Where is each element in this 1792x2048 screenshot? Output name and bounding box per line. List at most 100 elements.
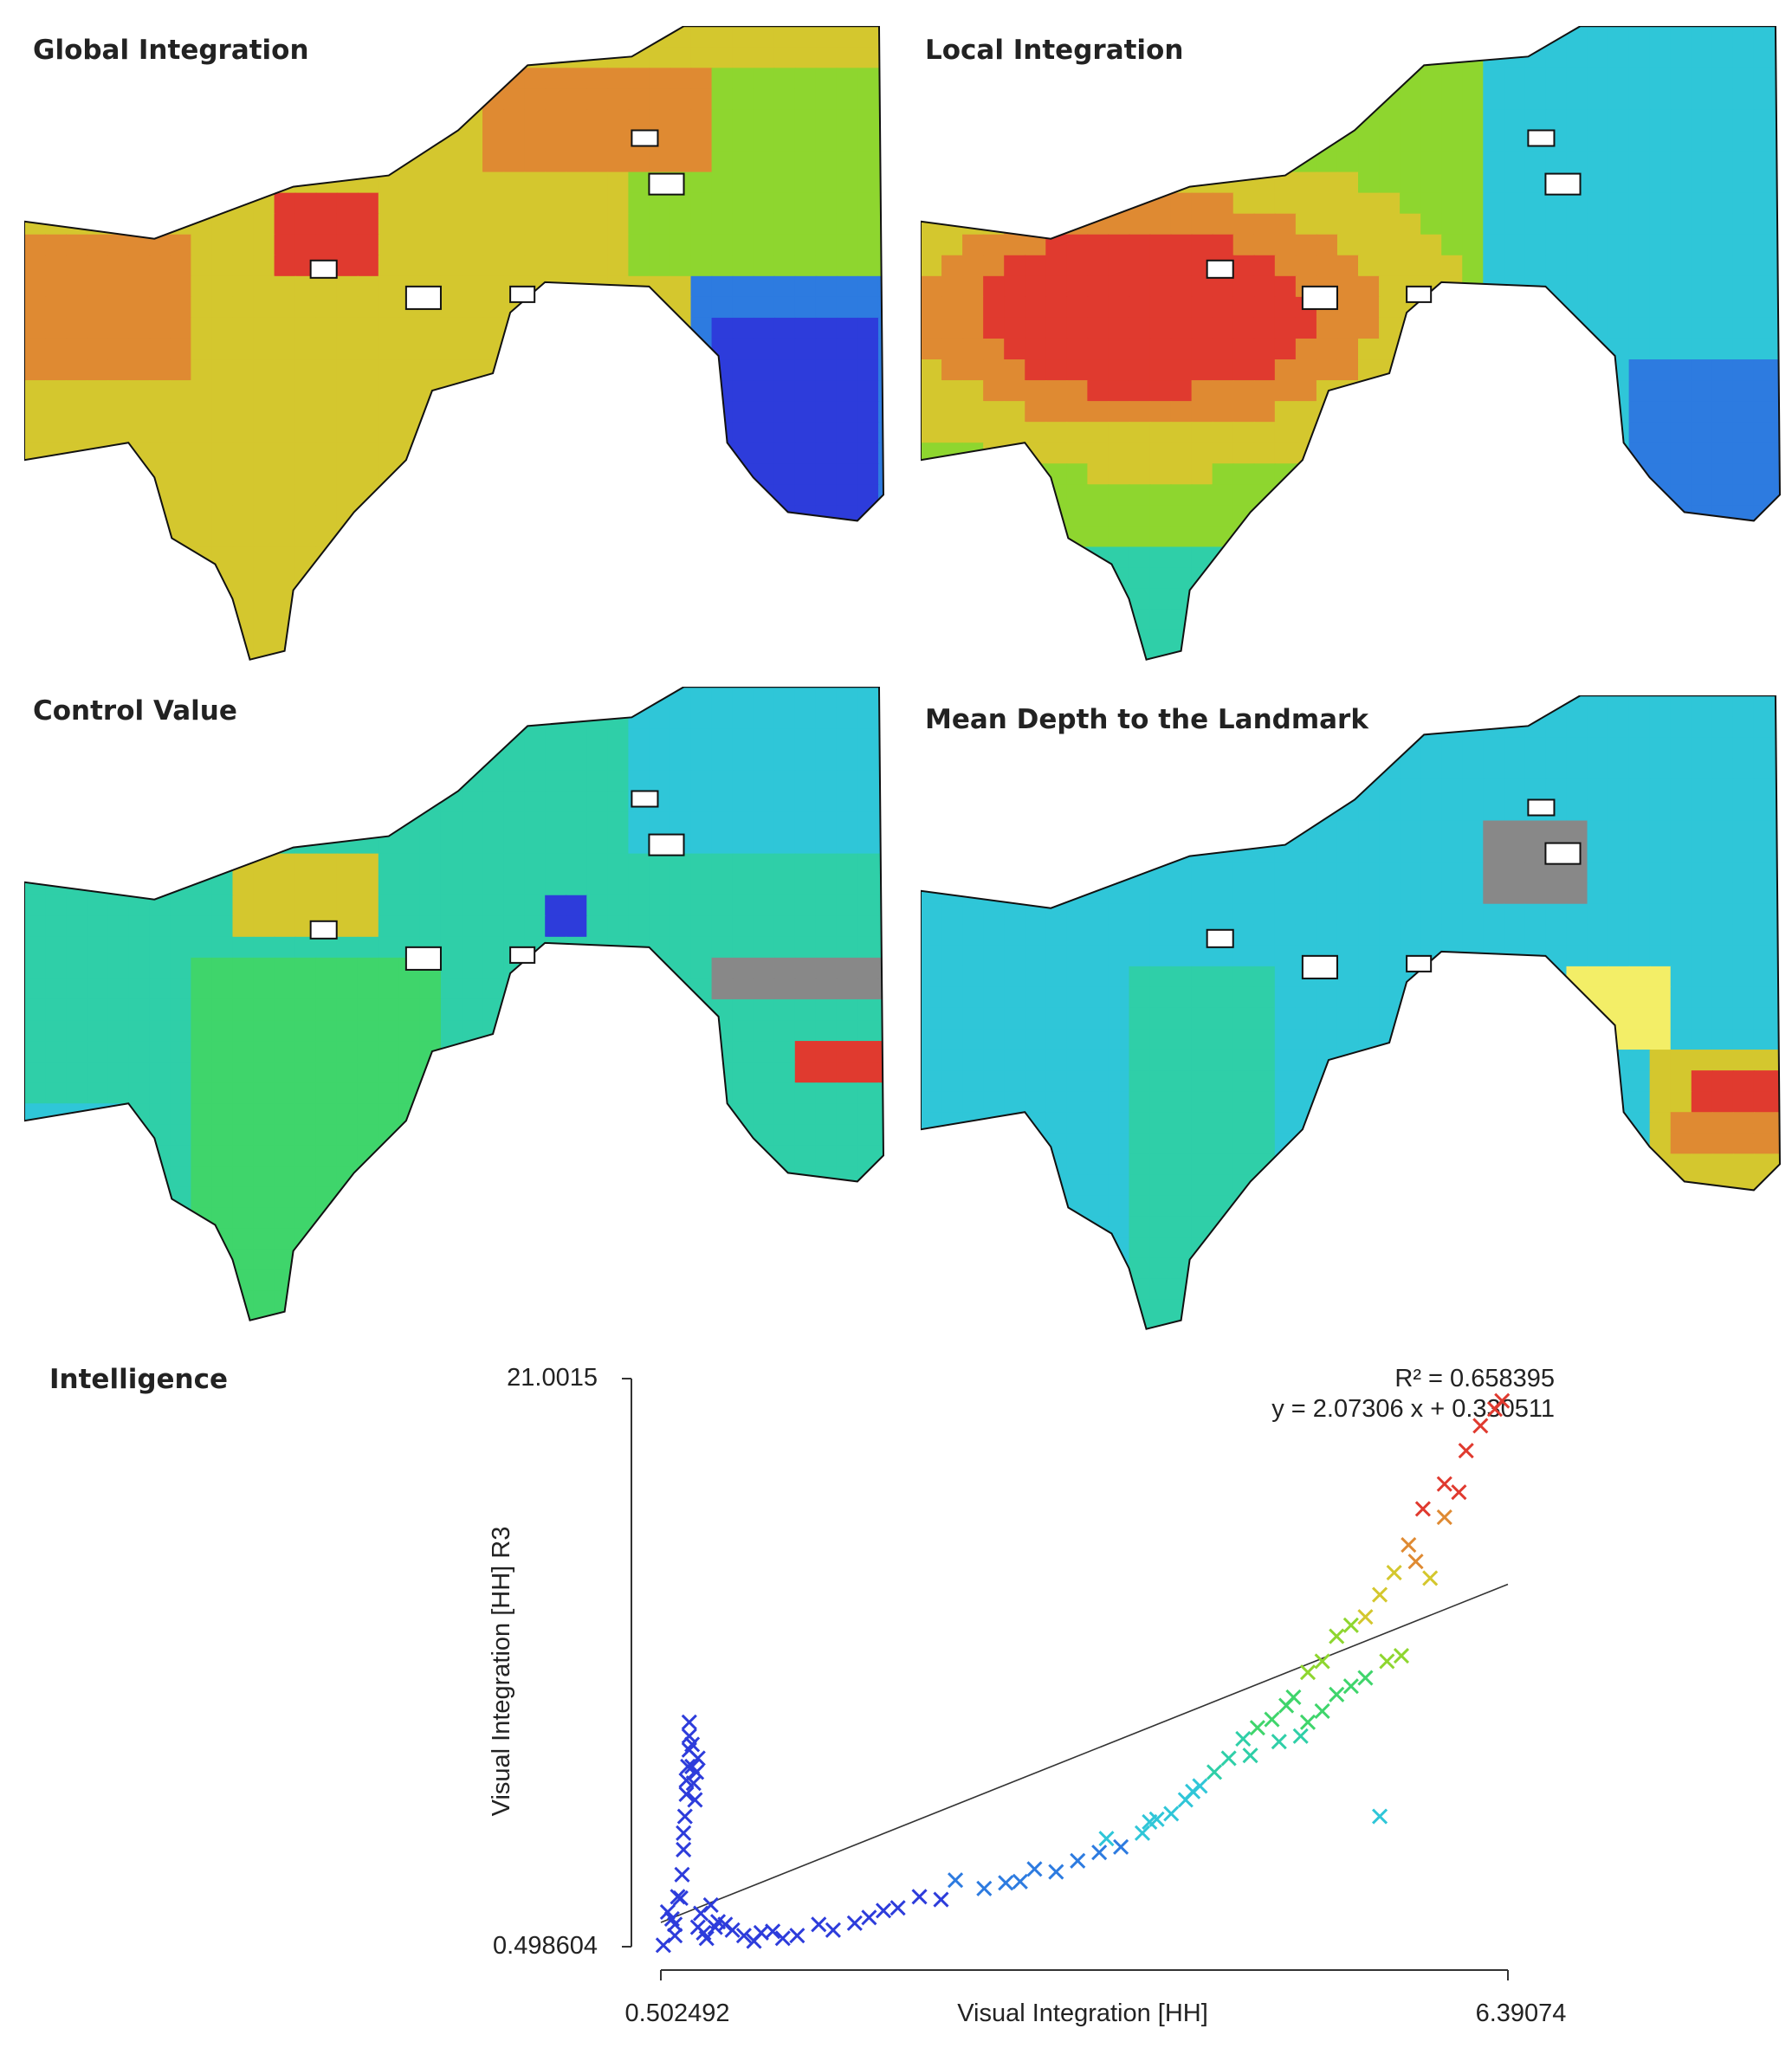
heatmap-cell: [1649, 609, 1672, 631]
heatmap-cell: [128, 1311, 151, 1321]
heatmap-cell: [1336, 1029, 1360, 1051]
heatmap-cell: [1400, 359, 1422, 382]
heatmap-cell: [753, 151, 775, 173]
heatmap-cell: [1336, 88, 1360, 111]
heatmap-cell: [1316, 463, 1338, 486]
heatmap-cell: [128, 728, 151, 751]
heatmap-cell: [628, 1290, 650, 1313]
heatmap-cell: [503, 1290, 526, 1313]
heatmap-cell: [1732, 546, 1755, 569]
heatmap-cell: [1379, 463, 1401, 486]
heatmap-cell: [1233, 672, 1255, 677]
heatmap-cell: [1732, 463, 1755, 486]
heatmap-cell: [1420, 924, 1443, 946]
heatmap-cell: [921, 88, 943, 111]
heatmap-cell: [628, 338, 650, 361]
heatmap-cell: [649, 936, 671, 959]
heatmap-cell: [128, 672, 150, 677]
heatmap-cell: [440, 47, 463, 69]
heatmap-cell: [566, 526, 588, 548]
heatmap-cell: [211, 1124, 234, 1147]
heatmap-cell: [1545, 380, 1568, 403]
heatmap-cell: [191, 171, 213, 194]
heatmap-cell: [1232, 841, 1255, 863]
heatmap-cell: [1483, 758, 1505, 780]
heatmap-cell: [1295, 1112, 1317, 1134]
heatmap-cell: [1462, 1007, 1485, 1030]
heatmap-cell: [1441, 966, 1464, 988]
heatmap-cell: [462, 770, 484, 792]
heatmap-cell: [357, 1041, 379, 1063]
heatmap-cell: [378, 707, 400, 730]
heatmap-cell: [149, 1270, 171, 1292]
heatmap-cell: [398, 1145, 421, 1167]
heatmap-cell: [524, 401, 547, 423]
heatmap-cell: [524, 422, 547, 444]
heatmap-cell: [149, 151, 171, 173]
heatmap-cell: [336, 109, 359, 132]
heatmap-cell: [1253, 47, 1276, 69]
heatmap-cell: [503, 770, 526, 792]
heatmap-cell: [1691, 1070, 1713, 1093]
heatmap-cell: [815, 1145, 838, 1167]
heatmap-cell: [1441, 609, 1464, 631]
heatmap-cell: [211, 1311, 234, 1321]
heatmap-cell: [1066, 650, 1089, 660]
heatmap-cell: [794, 749, 817, 772]
heatmap-cell: [462, 1145, 484, 1167]
heatmap-cell: [941, 820, 964, 843]
heatmap-cell: [1545, 88, 1568, 111]
heatmap-cell: [87, 463, 109, 486]
heatmap-cell: [503, 811, 526, 834]
heatmap-cell: [1587, 1029, 1609, 1051]
heatmap-cell: [586, 1270, 609, 1292]
heatmap-cell: [149, 1290, 171, 1313]
heatmap-cell: [482, 1249, 505, 1271]
heatmap-cell: [107, 26, 130, 48]
heatmap-cell: [170, 998, 192, 1022]
heatmap-cell: [1108, 275, 1130, 298]
heatmap-cell: [1295, 192, 1317, 215]
heatmap-cell: [1753, 903, 1776, 926]
heatmap-cell: [1524, 296, 1547, 319]
heatmap-cell: [191, 317, 213, 339]
heatmap-cell: [1670, 609, 1692, 631]
heatmap-cell: [545, 296, 567, 319]
heatmap-cell: [836, 546, 858, 569]
heatmap-cell: [274, 915, 296, 938]
heatmap-cell: [566, 1186, 588, 1209]
heatmap-cell: [1379, 799, 1401, 822]
heatmap-cell: [1692, 672, 1713, 677]
heatmap-cell: [524, 234, 547, 256]
heatmap-cell: [336, 1270, 359, 1292]
heatmap-cell: [1025, 505, 1047, 527]
heatmap-cell: [1400, 1112, 1422, 1134]
heatmap-cell: [503, 915, 526, 938]
heatmap-cell: [128, 151, 151, 173]
heatmap-cell: [1420, 484, 1443, 507]
heatmap-cell: [1400, 716, 1422, 739]
heatmap-cell: [1295, 924, 1317, 946]
heatmap-cell: [1566, 463, 1588, 486]
heatmap-cell: [398, 192, 421, 215]
heatmap-cell: [836, 957, 858, 979]
heatmap-cell: [398, 728, 421, 751]
heatmap-cell: [87, 687, 109, 709]
heatmap-cell: [794, 1041, 817, 1063]
heatmap-cell: [66, 770, 88, 792]
heatmap-cell: [1628, 68, 1651, 90]
heatmap-cell: [566, 1333, 587, 1338]
heatmap-cell: [45, 832, 68, 855]
heatmap-cell: [398, 609, 421, 631]
heatmap-cell: [232, 1228, 255, 1250]
heatmap-cell: [1295, 526, 1317, 548]
heatmap-cell: [1232, 778, 1255, 801]
heatmap-cell: [983, 1070, 1006, 1093]
heatmap-cell: [732, 546, 754, 569]
heatmap-cell: [232, 546, 255, 569]
heatmap-cell: [107, 672, 129, 677]
heatmap-cell: [253, 998, 275, 1022]
building-footprints: [309, 790, 685, 971]
heatmap-cell: [170, 275, 192, 298]
heatmap-cell: [1774, 359, 1780, 382]
